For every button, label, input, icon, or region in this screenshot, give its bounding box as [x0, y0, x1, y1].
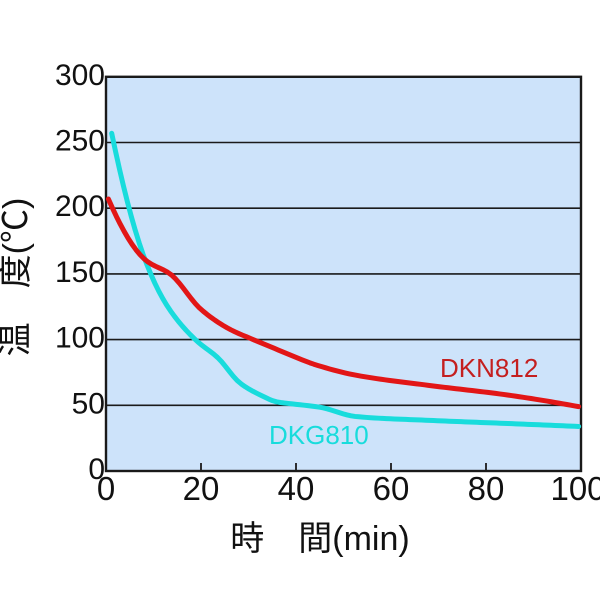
svg-text:300: 300 [55, 59, 105, 92]
svg-text:100: 100 [55, 322, 105, 355]
svg-text:60: 60 [373, 470, 410, 507]
svg-text:200: 200 [55, 190, 105, 223]
svg-text:DKN812: DKN812 [440, 353, 538, 383]
svg-text:時 間(min): 時 間(min) [230, 520, 409, 558]
svg-text:50: 50 [72, 387, 105, 420]
svg-text:80: 80 [468, 470, 505, 507]
svg-text:100: 100 [550, 470, 600, 507]
svg-text:150: 150 [55, 256, 105, 289]
svg-text:20: 20 [183, 470, 220, 507]
svg-text:DKG810: DKG810 [269, 420, 369, 450]
svg-text:0: 0 [97, 470, 115, 507]
svg-text:温 度(℃): 温 度(℃) [0, 198, 35, 357]
svg-text:250: 250 [55, 125, 105, 158]
svg-text:40: 40 [278, 470, 315, 507]
